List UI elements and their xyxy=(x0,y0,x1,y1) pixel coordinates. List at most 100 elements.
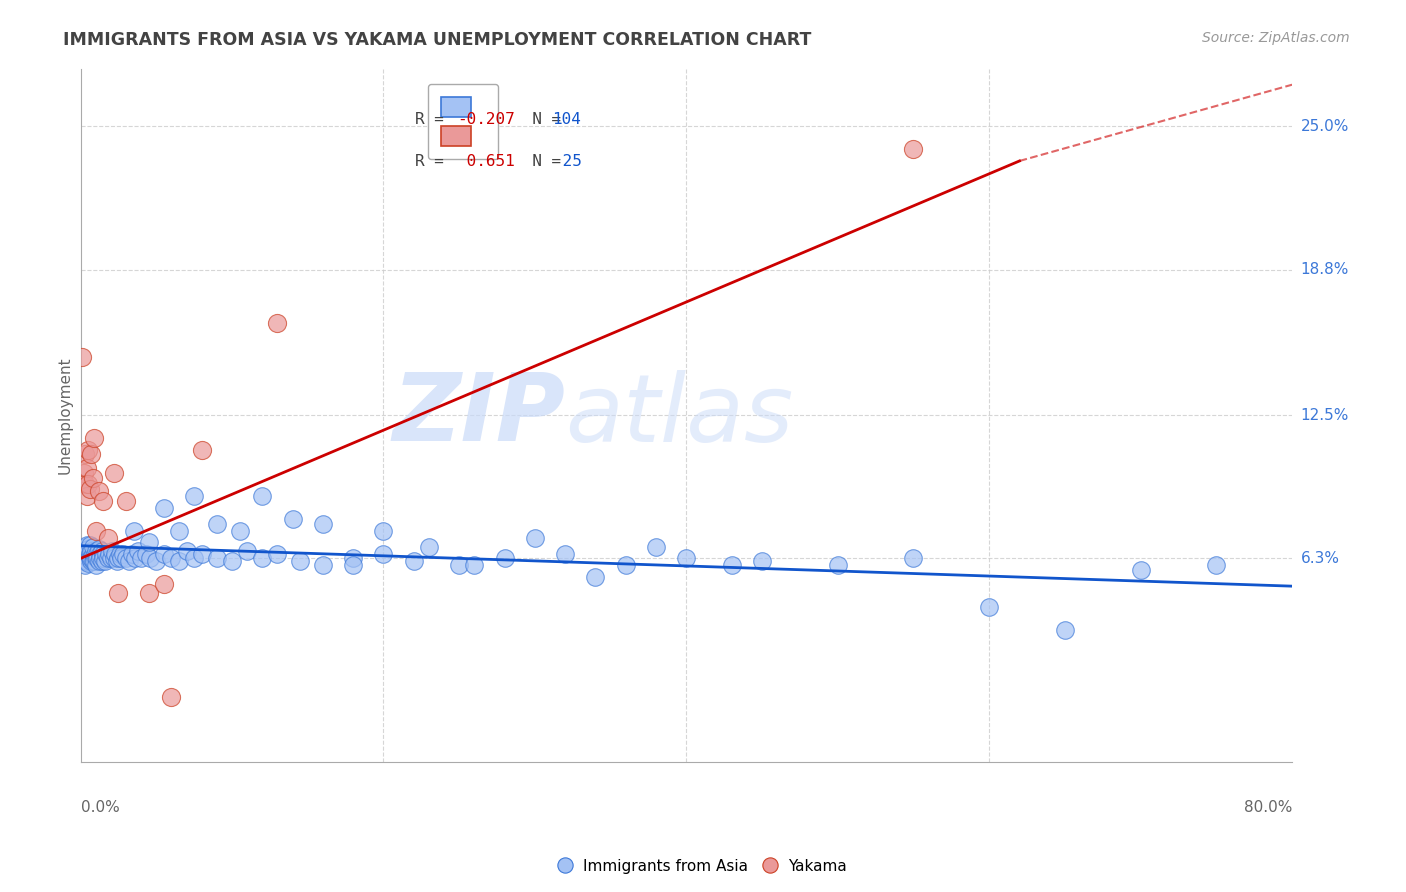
Point xyxy=(236,544,259,558)
Point xyxy=(103,551,125,566)
Point xyxy=(86,547,108,561)
Text: 80.0%: 80.0% xyxy=(1244,800,1292,815)
Text: IMMIGRANTS FROM ASIA VS YAKAMA UNEMPLOYMENT CORRELATION CHART: IMMIGRANTS FROM ASIA VS YAKAMA UNEMPLOYM… xyxy=(63,31,811,49)
Point xyxy=(115,493,138,508)
Point xyxy=(176,544,198,558)
Point xyxy=(79,537,101,551)
Point xyxy=(76,537,98,551)
Point xyxy=(80,447,103,461)
Point xyxy=(79,551,101,566)
Point xyxy=(73,558,96,573)
Point xyxy=(82,470,104,484)
Text: N =: N = xyxy=(513,112,571,127)
Point xyxy=(103,466,125,480)
Point xyxy=(82,554,104,568)
Point xyxy=(89,547,111,561)
Point xyxy=(312,558,335,573)
Text: 0.651: 0.651 xyxy=(457,154,515,169)
Point xyxy=(1205,558,1227,573)
Point xyxy=(77,551,100,566)
Point xyxy=(402,554,425,568)
Point xyxy=(84,544,107,558)
Point xyxy=(72,554,94,568)
Text: R =: R = xyxy=(415,154,463,169)
Text: ZIP: ZIP xyxy=(392,369,565,461)
Point xyxy=(97,531,120,545)
Point xyxy=(252,551,274,566)
Point xyxy=(122,524,145,538)
Point xyxy=(494,551,516,566)
Point xyxy=(91,547,114,561)
Point xyxy=(160,551,183,566)
Text: 25.0%: 25.0% xyxy=(1301,119,1348,134)
Point xyxy=(979,599,1001,614)
Point xyxy=(523,531,546,545)
Point xyxy=(108,547,131,561)
Point xyxy=(903,142,925,156)
Point xyxy=(87,542,110,557)
Point xyxy=(1053,623,1076,637)
Point xyxy=(153,577,176,591)
Point xyxy=(614,558,637,573)
Point xyxy=(77,556,100,570)
Point xyxy=(110,551,132,566)
Point xyxy=(90,554,112,568)
Point xyxy=(138,535,160,549)
Point xyxy=(76,547,98,561)
Point xyxy=(86,551,108,566)
Text: 6.3%: 6.3% xyxy=(1301,551,1340,566)
Point xyxy=(121,547,143,561)
Point xyxy=(167,554,190,568)
Point xyxy=(312,516,335,531)
Text: 0.0%: 0.0% xyxy=(80,800,120,815)
Point xyxy=(93,554,115,568)
Point xyxy=(281,512,304,526)
Point xyxy=(153,500,176,515)
Point xyxy=(83,549,105,563)
Point xyxy=(827,558,849,573)
Point xyxy=(84,551,107,566)
Point xyxy=(77,477,100,491)
Text: atlas: atlas xyxy=(565,369,793,460)
Point xyxy=(77,442,100,457)
Point xyxy=(87,484,110,499)
Point xyxy=(111,547,134,561)
Point xyxy=(97,551,120,566)
Point xyxy=(139,551,162,566)
Point xyxy=(84,524,107,538)
Point xyxy=(76,554,98,568)
Point xyxy=(73,477,96,491)
Point xyxy=(83,431,105,445)
Point xyxy=(449,558,471,573)
Legend: Immigrants from Asia, Yakama: Immigrants from Asia, Yakama xyxy=(553,853,853,880)
Point xyxy=(80,544,103,558)
Point xyxy=(205,551,228,566)
Point xyxy=(73,544,96,558)
Point xyxy=(91,551,114,566)
Point xyxy=(82,540,104,554)
Point xyxy=(101,544,124,558)
Point xyxy=(72,547,94,561)
Point xyxy=(107,586,129,600)
Point xyxy=(373,547,395,561)
Point xyxy=(135,547,157,561)
Point xyxy=(418,540,440,554)
Point xyxy=(118,554,141,568)
Point xyxy=(463,558,485,573)
Point xyxy=(70,351,93,365)
Point xyxy=(183,551,205,566)
Point xyxy=(91,493,114,508)
Point xyxy=(83,554,105,568)
Point xyxy=(342,551,364,566)
Point xyxy=(105,554,128,568)
Point xyxy=(84,558,107,573)
Point xyxy=(90,544,112,558)
Point xyxy=(160,690,183,704)
Point xyxy=(645,540,668,554)
Text: 25: 25 xyxy=(553,154,582,169)
Point xyxy=(675,551,697,566)
Point xyxy=(89,551,111,566)
Text: 104: 104 xyxy=(553,112,582,127)
Point xyxy=(190,442,212,457)
Point xyxy=(252,489,274,503)
